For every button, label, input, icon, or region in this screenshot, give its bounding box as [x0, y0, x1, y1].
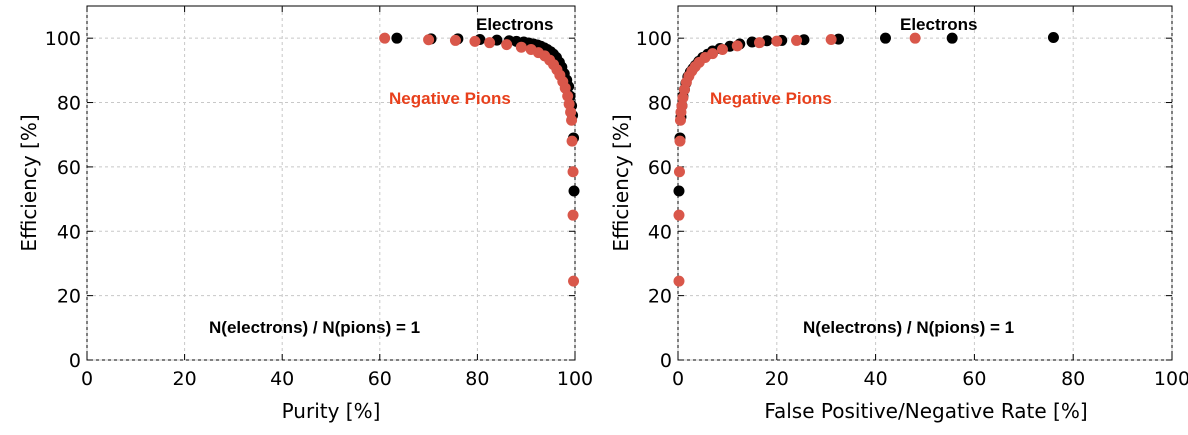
y-tick-label: 80	[648, 93, 672, 115]
data-points	[379, 32, 580, 287]
negative-pions-point	[677, 92, 689, 104]
negative-pions-point	[568, 275, 580, 287]
negative-pions-point	[675, 106, 687, 118]
x-tick-label: 40	[864, 368, 888, 390]
negative-pions-point	[565, 106, 577, 118]
y-axis-label: Efficiency [%]	[609, 114, 633, 251]
x-tick-label: 60	[962, 368, 986, 390]
axis-ticks: 0 20 40 60 80 100 0 20 40 60 80 100	[636, 6, 1188, 390]
x-tick-label: 60	[368, 368, 392, 390]
negative-pions-point	[423, 34, 435, 46]
grid	[86, 6, 576, 361]
negative-pions-point	[716, 43, 728, 55]
negative-pions-point	[754, 37, 766, 49]
electrons-point	[879, 32, 891, 44]
x-tick-label: 100	[1154, 368, 1188, 390]
negative-pions-point	[379, 32, 391, 44]
x-tick-label: 20	[173, 368, 197, 390]
y-tick-label: 100	[45, 28, 81, 50]
annotation-ratio: N(electrons) / N(pions) = 1	[803, 318, 1014, 337]
y-tick-label: 0	[69, 350, 81, 372]
plot-frame	[86, 5, 576, 361]
y-tick-label: 20	[648, 286, 672, 308]
negative-pions-point	[566, 114, 578, 126]
x-axis-label: False Positive/Negative Rate [%]	[764, 399, 1087, 423]
annotation-ratio: N(electrons) / N(pions) = 1	[209, 318, 420, 337]
negative-pions-point	[909, 32, 921, 44]
plot-frame	[677, 5, 1173, 361]
data-points	[673, 32, 1059, 287]
x-tick-label: 20	[765, 368, 789, 390]
negative-pions-point	[484, 37, 496, 49]
axis-ticks: 0 20 40 60 80 100 0 20 40 60 80 100	[45, 6, 593, 390]
efficiency-vs-false-rate-plot: 0 20 40 60 80 100 0 20 40 60 80 100 False Positive/…	[609, 5, 1188, 423]
x-tick-label: 40	[270, 368, 294, 390]
y-tick-label: 80	[57, 93, 81, 115]
grid	[677, 6, 1173, 361]
y-tick-label: 60	[648, 157, 672, 179]
negative-pions-point	[566, 135, 578, 147]
annotation-electrons: Electrons	[476, 15, 553, 34]
electrons-point	[568, 185, 580, 197]
x-tick-label: 100	[557, 368, 593, 390]
negative-pions-point	[469, 35, 481, 47]
efficiency-vs-purity-plot: 0 20 40 60 80 100 0 20 40 60 80 100 Purity [%] Effi…	[17, 5, 593, 423]
y-tick-label: 40	[648, 221, 672, 243]
negative-pions-point	[673, 209, 685, 221]
x-tick-label: 80	[465, 368, 489, 390]
electrons-point	[673, 185, 685, 197]
negative-pions-point	[825, 33, 837, 45]
negative-pions-point	[674, 114, 686, 126]
y-tick-label: 20	[57, 286, 81, 308]
y-tick-label: 40	[57, 221, 81, 243]
negative-pions-point	[674, 135, 686, 147]
negative-pions-point	[567, 166, 579, 178]
annotation-negative-pions: Negative Pions	[389, 89, 511, 108]
negative-pions-point	[771, 35, 783, 47]
electrons-point	[391, 32, 403, 44]
negative-pions-point	[731, 40, 743, 52]
negative-pions-point	[501, 39, 513, 51]
x-tick-label: 80	[1061, 368, 1085, 390]
annotation-negative-pions: Negative Pions	[710, 89, 832, 108]
x-axis-label: Purity [%]	[282, 399, 381, 423]
negative-pions-point	[567, 209, 579, 221]
y-axis-label: Efficiency [%]	[17, 114, 41, 251]
electrons-point	[1047, 32, 1059, 44]
negative-pions-point	[515, 41, 527, 53]
x-tick-label: 0	[81, 368, 93, 390]
annotation-electrons: Electrons	[900, 15, 977, 34]
y-tick-label: 100	[636, 28, 672, 50]
x-tick-label: 0	[672, 368, 684, 390]
electrons-point	[946, 32, 958, 44]
negative-pions-point	[449, 34, 461, 46]
negative-pions-point	[673, 275, 685, 287]
y-tick-label: 0	[660, 350, 672, 372]
y-tick-label: 60	[57, 157, 81, 179]
negative-pions-point	[791, 34, 803, 46]
negative-pions-point	[673, 166, 685, 178]
